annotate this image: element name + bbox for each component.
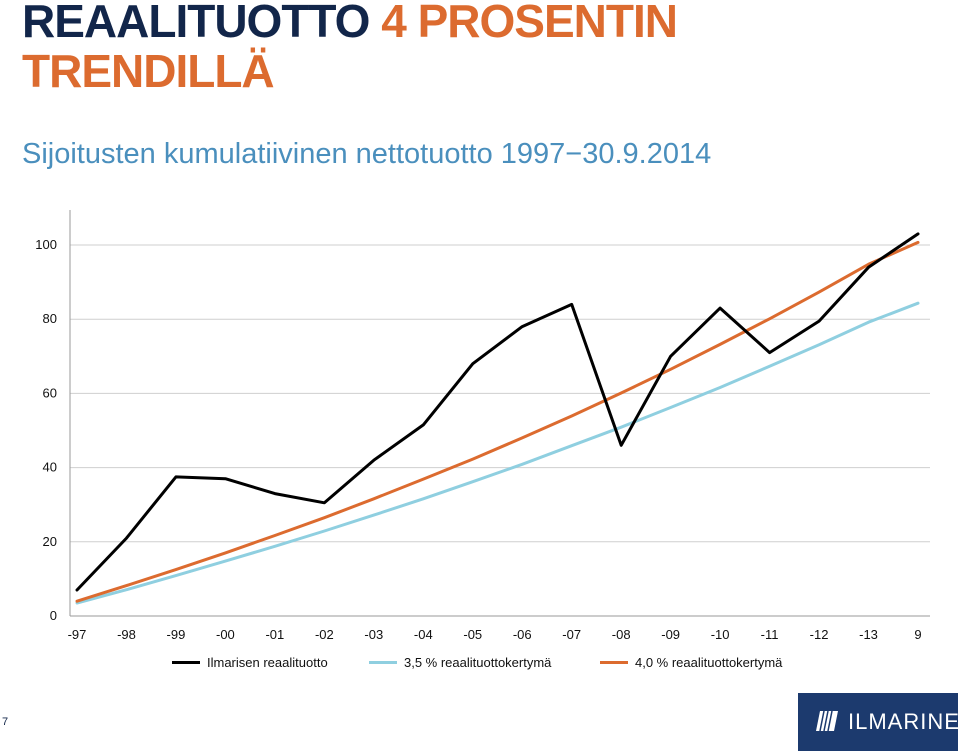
y-tick-label: 60 <box>43 385 57 400</box>
legend-item-series-1: Ilmarisen reaalituotto <box>172 655 328 670</box>
x-tick-label: -03 <box>364 627 383 642</box>
series-line-2 <box>75 301 920 605</box>
x-tick-label: -08 <box>612 627 631 642</box>
legend-swatch-series-3 <box>600 661 628 664</box>
line-chart: 0 20 40 60 80 100 -97 -98 -99 -00 -01 -02 -03 -04 -05… <box>35 210 930 642</box>
y-tick-label: 100 <box>35 237 57 252</box>
x-tick-label: -13 <box>859 627 878 642</box>
chart-subtitle: Sijoitusten kumulatiivinen nettotuotto 1… <box>22 138 712 170</box>
x-tick-label: -04 <box>414 627 433 642</box>
y-tick-label: 40 <box>43 460 57 475</box>
page-number: 7 <box>2 716 9 728</box>
series-line-1 <box>75 232 920 592</box>
x-tick-label: -12 <box>810 627 829 642</box>
x-tick-label: -06 <box>513 627 532 642</box>
x-tick-label: -10 <box>711 627 730 642</box>
x-tick-label: -00 <box>216 627 235 642</box>
x-tick-label: -11 <box>761 627 779 642</box>
page-title: REAALITUOTTO 4 PROSENTIN TRENDILLÄ <box>22 0 678 97</box>
chart-legend: Ilmarisen reaalituotto 3,5 % reaalituott… <box>0 655 959 675</box>
y-tick-label: 20 <box>43 534 57 549</box>
y-tick-label: 0 <box>50 608 57 623</box>
chart-axes <box>69 210 930 617</box>
x-tick-label: 9 <box>914 627 921 642</box>
legend-label-series-1: Ilmarisen reaalituotto <box>207 655 328 670</box>
x-tick-label: -02 <box>315 627 334 642</box>
series-lines <box>75 232 920 605</box>
series-line-3 <box>75 240 920 603</box>
title-part-3: TRENDILLÄ <box>22 45 275 97</box>
x-tick-label: -07 <box>562 627 581 642</box>
legend-swatch-series-2 <box>369 661 397 664</box>
legend-swatch-series-1 <box>172 661 200 664</box>
x-tick-label: -01 <box>265 627 284 642</box>
logo-mark-icon <box>816 711 838 731</box>
legend-label-series-3: 4,0 % reaalituottokertymä <box>635 655 783 670</box>
x-tick-label: -99 <box>167 627 186 642</box>
logo-text: ILMARINEN <box>848 709 959 734</box>
y-tick-label: 80 <box>43 311 57 326</box>
x-tick-label: -05 <box>463 627 482 642</box>
legend-item-series-3: 4,0 % reaalituottokertymä <box>600 655 782 670</box>
legend-item-series-2: 3,5 % reaalituottokertymä <box>369 655 551 670</box>
x-axis-ticks: -97 -98 -99 -00 -01 -02 -03 -04 -05 -06 -07 -08 -09 -… <box>68 627 922 642</box>
title-part-1: REAALITUOTTO <box>22 0 370 47</box>
legend-label-series-2: 3,5 % reaalituottokertymä <box>404 655 552 670</box>
chart-grid <box>70 244 930 543</box>
x-tick-label: -09 <box>661 627 680 642</box>
x-tick-label: -97 <box>68 627 87 642</box>
x-tick-label: -98 <box>117 627 136 642</box>
y-axis-ticks: 0 20 40 60 80 100 <box>35 237 57 623</box>
title-part-2: 4 PROSENTIN <box>381 0 678 47</box>
company-logo: ILMARINEN <box>798 693 959 751</box>
